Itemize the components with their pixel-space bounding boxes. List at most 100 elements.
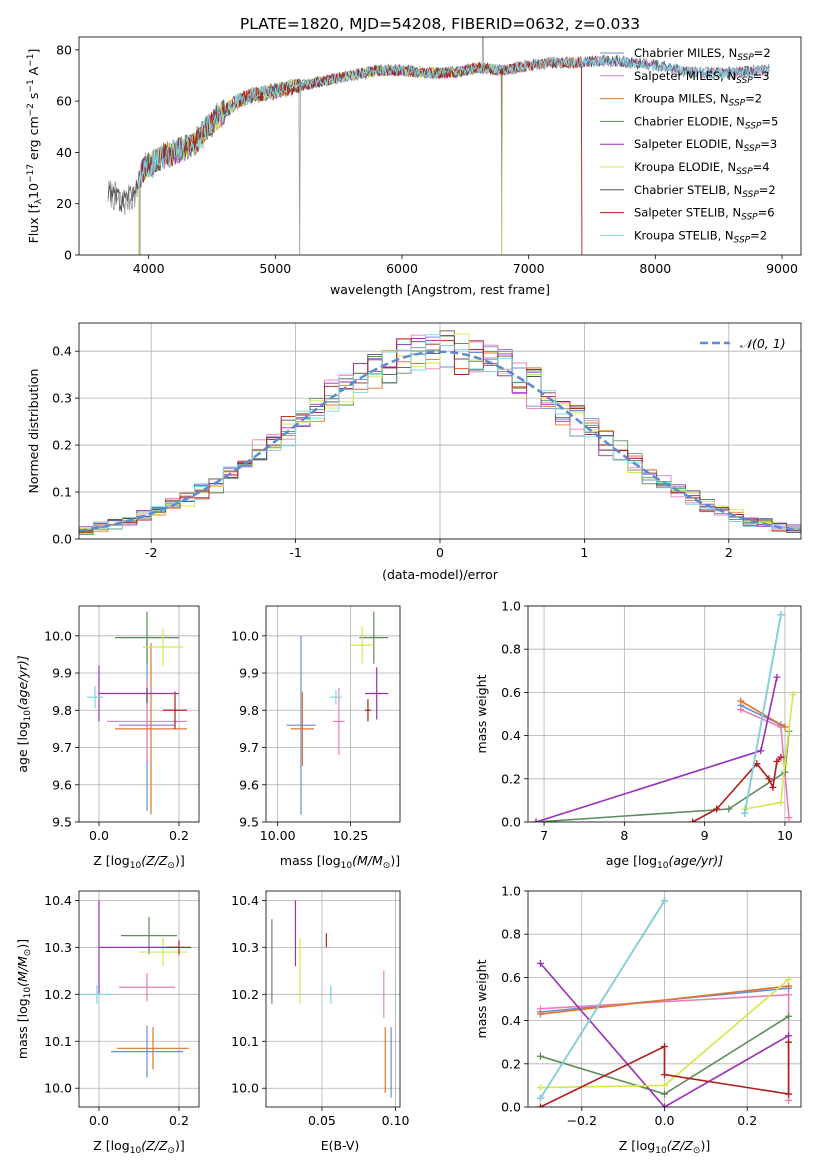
mass-weight-marker [737,706,745,714]
legend-label-part: Kroupa ELODIE, N [634,160,736,174]
y-tick-label: 10.0 [44,628,72,643]
mass-weight-marker [713,805,721,813]
mass-weight-marker [785,1090,793,1098]
y-tick-label: 80 [56,42,72,57]
x-tick-label: 0.05 [308,1113,336,1128]
model-spectrum-line [107,54,770,212]
mass-weight-marker [532,818,540,822]
y-tick-label: 0.4 [501,1013,521,1028]
y-tick-label: 0.2 [501,1056,521,1071]
legend-label: Kroupa MILES, NSSP=2 [634,92,762,109]
legend-label-part: =4 [753,160,770,174]
y-tick-label: 10.4 [231,893,259,908]
mass-weight-marker [785,982,793,990]
legend-label-part: =5 [761,114,778,128]
y-tick-label: 0.6 [501,685,521,700]
x-tick-label: 8000 [639,261,671,276]
y-tick-label: 0.6 [501,970,521,985]
mass-weight-marker [757,747,765,755]
age-z-axes: 0.0 0.29.59.69.79.89.910.0Z [log10(Z/Z⊙)]… [15,605,200,871]
weight-z-axes-marks [536,897,793,1107]
x-tick-label: 0 [436,545,444,560]
y-axis-label-part: (M/M [15,956,30,987]
x-axis-label-part: (Z/Z [141,853,168,868]
spectrum-axes-marks [107,37,770,255]
y-tick-label: 9.7 [239,740,259,755]
y-tick-label: 0.0 [501,815,521,830]
x-axis-label-part: )] [175,1138,185,1153]
model-spectrum-line [139,54,770,255]
y-axis-label-part: 10 [23,710,33,722]
legend-label-part: SSP [744,144,761,154]
residual-histogram-step [79,334,801,535]
y-tick-label: 10.0 [44,1081,72,1096]
y-tick-label: 0.2 [501,771,521,786]
mass-weight-marker [741,809,749,817]
y-tick-label: 1.0 [501,599,521,614]
y-tick-label: 9.8 [52,703,72,718]
residuals-axes: -2 -1 0 1 2 0.0 0.1 0.2 0.3 0.4 𝒩(0, 1) (data-model… [26,322,802,582]
y-axis-label-part: s [26,93,41,104]
x-axis-label-part: 10 [655,1146,667,1156]
legend-label: Chabrier MILES, NSSP=2 [634,46,771,63]
axes-frame [527,890,802,1108]
y-tick-label: 10.0 [231,628,259,643]
age-mass-axes-marks [286,611,389,815]
axes-frame [78,605,200,823]
mass-weight-marker [777,753,785,761]
legend-label-part: Chabrier STELIB, N [634,183,742,197]
y-axis-label: age [log10(age/yr)] [15,655,33,772]
x-axis-label: age [log10(age/yr)] [606,853,723,871]
x-axis-label-part: Z [log [93,1138,129,1153]
mass-weight-marker [661,1090,668,1098]
x-axis-label-part: (Z/Z [141,1138,168,1153]
y-axis-label: mass weight [474,959,489,1038]
axes-frame [265,605,401,823]
axes-frame [78,36,802,256]
mass-weight-marker [765,775,773,783]
y-axis-label: mass [log10(M/M⊙)] [15,939,33,1059]
axes-frame [78,322,802,540]
y-axis-label-part: ] [26,49,41,54]
y-tick-label: 9.5 [52,815,72,830]
x-axis-label: (data-model)/error [382,567,499,582]
mass-ebv-axes-marks [271,900,392,1098]
legend-label-part: SSP [737,53,754,63]
mass-weight-marker [777,611,785,619]
y-tick-label: 10.3 [44,940,72,955]
x-tick-label: 0.2 [169,1113,189,1128]
axes-frame [527,605,802,823]
mass-weight-marker [536,1052,544,1060]
x-axis-label: E(B-V) [321,1138,360,1153]
x-tick-label: 6000 [386,261,418,276]
x-tick-label: 8 [620,828,628,843]
legend-label: Chabrier ELODIE, NSSP=5 [634,114,778,131]
x-tick-label: 5000 [259,261,291,276]
x-axis-label-part: ⊙ [167,1146,175,1156]
legend-label-part: SSP [745,121,762,131]
figure-title: PLATE=1820, MJD=54208, FIBERID=0632, z=0… [240,15,640,33]
y-axis-label-part: −1 [26,54,36,67]
legend-label-part: Chabrier ELODIE, N [634,114,745,128]
x-axis-label-part: Z [log [619,1138,655,1153]
model-spectrum-line [139,56,583,255]
x-axis-label: wavelength [Angstrom, rest frame] [330,282,550,297]
legend-label-part: SSP [734,235,751,245]
legend-label: Salpeter STELIB, NSSP=6 [634,206,775,223]
x-axis-label-part: 10 [130,1146,142,1156]
y-tick-label: 9.5 [239,815,259,830]
model-spectrum-line [139,62,503,255]
legend-label-part: SSP [742,190,759,200]
mass-weight-marker [536,959,544,967]
mass-weight-marker [661,1071,668,1079]
y-tick-label: 9.6 [239,777,259,792]
y-tick-label: 10.0 [231,1081,259,1096]
y-axis-label-part: (age/yr)] [15,655,30,710]
mass-weight-marker [785,1012,793,1020]
mass-weight-marker [773,758,781,766]
y-tick-label: 60 [56,94,72,109]
mass-weight-marker [661,1043,668,1051]
